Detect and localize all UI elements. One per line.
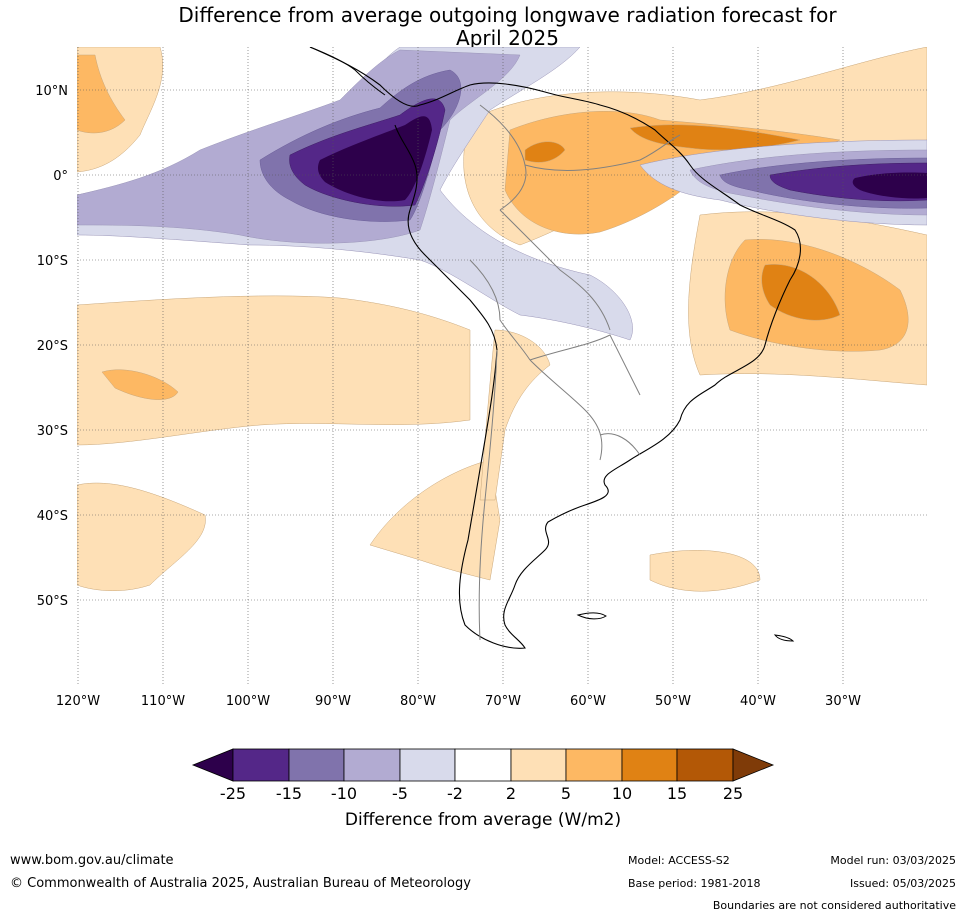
lon-label: 50°W [655, 694, 691, 709]
anomaly-region-south-pacific [77, 295, 471, 446]
anomaly-region-pacific-patch [101, 369, 179, 400]
border-uruguay [599, 433, 641, 456]
anomaly-region-pacific-extreme [317, 116, 432, 202]
anomaly-region-north-west [77, 54, 126, 134]
lat-label: 30°S [37, 424, 68, 439]
lon-label: 70°W [485, 694, 521, 709]
lat-label: 20°S [37, 339, 68, 354]
colorbar-segment [676, 748, 734, 782]
map-title: Difference from average outgoing longwav… [0, 4, 965, 50]
model-text: Model: ACCESS-S2 [628, 854, 730, 867]
colorbar-tick: 10 [612, 784, 632, 803]
anomaly-region-chile [479, 329, 551, 501]
colorbar-segment [454, 748, 512, 782]
border-argentina-chile [478, 349, 498, 641]
colorbar-title: Difference from average (W/m2) [345, 810, 621, 830]
border-peru-bolivia [469, 259, 531, 361]
colorbar-segment [565, 748, 623, 782]
longitude-labels: 120°W 110°W 100°W 90°W 80°W 70°W 60°W 50… [56, 694, 861, 709]
lon-label: 30°W [825, 694, 861, 709]
lat-label: 10°S [37, 254, 68, 269]
falklands [576, 612, 607, 620]
border-colombia-venezuela [479, 104, 527, 211]
anomaly-region-south-atlantic [649, 550, 761, 592]
colorbar-tick: 2 [506, 784, 516, 803]
colorbar-tick: -5 [392, 784, 408, 803]
colorbar-tick: 5 [561, 784, 571, 803]
anomaly-region-south-west [77, 482, 206, 592]
disclaimer-text: Boundaries are not considered authoritat… [712, 899, 956, 912]
lon-label: 100°W [226, 694, 270, 709]
colorbar-tick: 15 [667, 784, 687, 803]
copyright-text: © Commonwealth of Australia 2025, Austra… [10, 876, 471, 891]
lat-label: 50°S [37, 594, 68, 609]
lat-label: 10°N [35, 84, 68, 99]
colorbar-segment [288, 748, 345, 782]
colorbar-segment [232, 748, 290, 782]
south-georgia [773, 634, 795, 642]
border-brazil-north [524, 134, 681, 171]
issued-text: Issued: 05/03/2025 [849, 877, 956, 890]
lon-label: 80°W [400, 694, 436, 709]
title-line-1: Difference from average outgoing longwav… [178, 3, 837, 27]
colorbar-tick: -2 [447, 784, 463, 803]
anomaly-region-ne-core [761, 264, 841, 321]
lat-label: 40°S [37, 509, 68, 524]
anomaly-region-atlantic-extreme [852, 172, 927, 199]
lon-label: 110°W [141, 694, 185, 709]
colorbar-extend-high [732, 748, 775, 782]
colorbar-segment [399, 748, 456, 782]
border-bolivia-paraguay [529, 334, 641, 396]
website-text: www.bom.gov.au/climate [10, 853, 174, 868]
model-run-text: Model run: 03/03/2025 [830, 854, 956, 867]
colorbar-segment [621, 748, 678, 782]
anomaly-field [77, 47, 927, 685]
colorbar-tick: -10 [331, 784, 357, 803]
anomaly-region-venezuela [524, 141, 566, 163]
graticule [77, 47, 927, 685]
colorbar [191, 748, 775, 782]
base-period-text: Base period: 1981-2018 [628, 877, 761, 890]
border-argentina-north [529, 359, 603, 461]
colorbar-extend-low [191, 748, 234, 782]
country-borders [469, 104, 681, 641]
lat-label: 0° [53, 169, 68, 184]
colorbar-segment [343, 748, 401, 782]
lon-label: 90°W [315, 694, 351, 709]
lon-label: 120°W [56, 694, 100, 709]
latitude-labels: 10°N 0° 10°S 20°S 30°S 40°S 50°S [35, 84, 68, 609]
central-america-coastline [309, 47, 386, 96]
colorbar-segment [510, 748, 567, 782]
colorbar-ticks: -25 -15 -10 -5 -2 2 5 10 15 25 Differenc… [220, 784, 743, 830]
border-brazil-west [499, 209, 611, 331]
colorbar-tick: 25 [723, 784, 743, 803]
lon-label: 40°W [740, 694, 776, 709]
title-line-2: April 2025 [456, 26, 559, 50]
lon-label: 60°W [570, 694, 606, 709]
colorbar-tick: -25 [220, 784, 246, 803]
colorbar-tick: -15 [276, 784, 302, 803]
